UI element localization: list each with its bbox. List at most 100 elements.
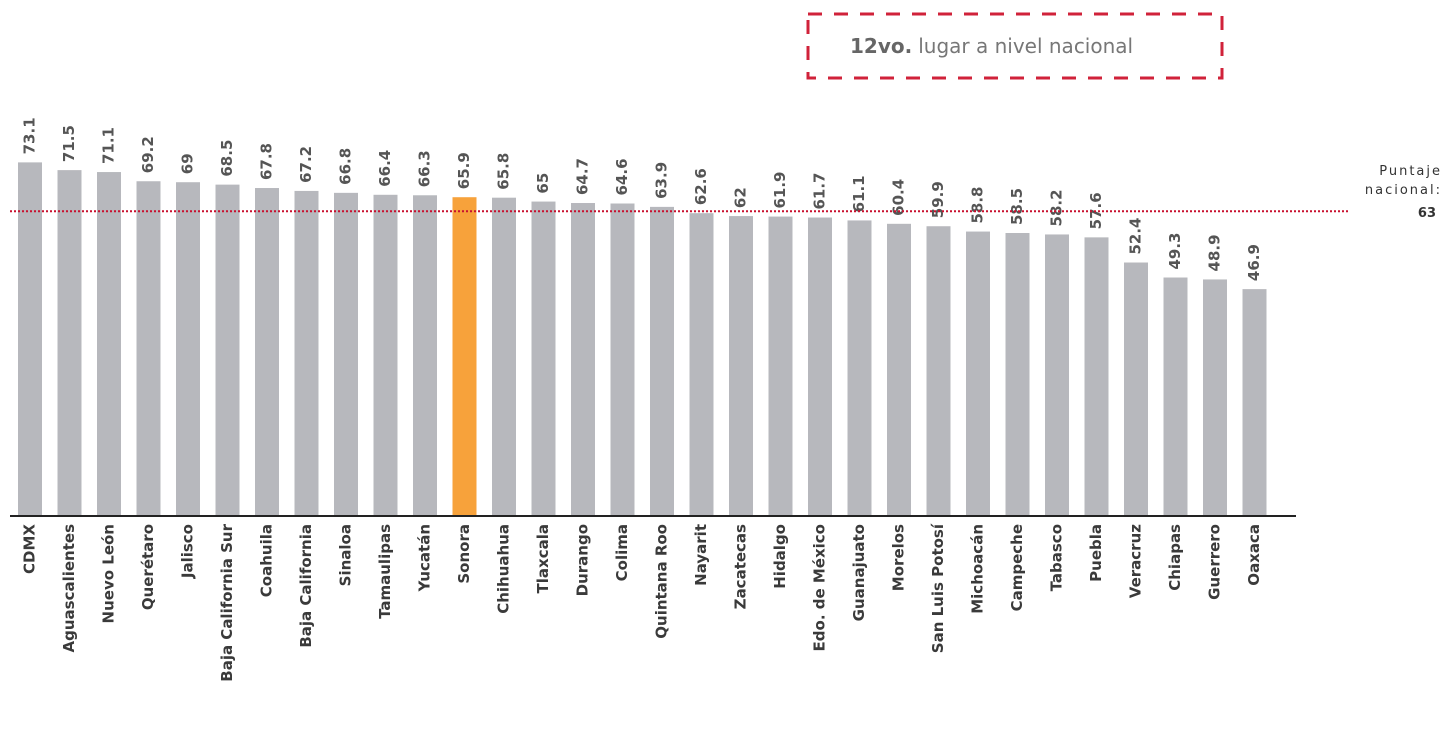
bar bbox=[1084, 237, 1109, 517]
x-tick-label: Morelos bbox=[890, 524, 908, 591]
bar bbox=[215, 184, 240, 516]
bar bbox=[1163, 277, 1188, 516]
x-tick-label: Zacatecas bbox=[732, 524, 750, 609]
x-tick-label: CDMX bbox=[21, 524, 39, 574]
bar bbox=[57, 170, 82, 516]
bar bbox=[729, 216, 753, 516]
bar bbox=[413, 195, 437, 516]
x-tick-label: Tamaulipas bbox=[376, 524, 394, 619]
value-label: 63.9 bbox=[653, 162, 671, 199]
x-tick-label: Puebla bbox=[1087, 524, 1105, 582]
bar bbox=[1005, 233, 1030, 516]
value-label: 69 bbox=[179, 153, 197, 174]
x-tick-label: Chiapas bbox=[1166, 524, 1184, 591]
x-tick-label: Guerrero bbox=[1206, 524, 1224, 600]
value-label: 59.9 bbox=[929, 181, 947, 218]
value-label: 61.7 bbox=[811, 173, 829, 210]
bar bbox=[926, 226, 951, 516]
x-tick-label: Sinaloa bbox=[337, 524, 355, 586]
x-tick-label: Chihuahua bbox=[495, 524, 513, 614]
value-label: 60.4 bbox=[890, 179, 908, 216]
reference-value: 63 bbox=[1417, 206, 1436, 221]
x-tick-label: Tlaxcala bbox=[534, 524, 552, 593]
annotation-bold: 12vo. bbox=[850, 34, 912, 58]
x-tick-label: Hidalgo bbox=[771, 524, 789, 589]
x-tick-label: Jalisco bbox=[179, 524, 197, 579]
bar bbox=[97, 172, 121, 516]
value-label: 66.3 bbox=[416, 150, 434, 187]
x-tick-label: Sonora bbox=[455, 524, 473, 584]
annotation-box bbox=[806, 12, 1224, 80]
value-label: 64.6 bbox=[613, 158, 631, 195]
x-tick-label: Edo. de México bbox=[811, 524, 829, 651]
bar bbox=[1045, 234, 1069, 516]
x-tick-label: Tabasco bbox=[1048, 524, 1066, 591]
value-label: 62.6 bbox=[692, 168, 710, 205]
value-label: 52.4 bbox=[1127, 217, 1145, 254]
x-tick-label: Michoacán bbox=[969, 524, 987, 614]
bar bbox=[136, 181, 161, 516]
x-tick-label: Oaxaca bbox=[1245, 524, 1263, 586]
bar bbox=[373, 194, 398, 517]
bar bbox=[689, 213, 714, 517]
value-label: 71.5 bbox=[60, 125, 78, 162]
bar bbox=[1242, 289, 1267, 516]
value-label: 48.9 bbox=[1206, 234, 1224, 271]
reference-label: Puntaje nacional: bbox=[1364, 164, 1442, 198]
value-label: 61.1 bbox=[850, 175, 868, 212]
bar bbox=[452, 197, 477, 517]
bar bbox=[768, 216, 793, 516]
x-tick-label: Guanajuato bbox=[850, 524, 868, 621]
annotation: 12vo. lugar a nivel nacional bbox=[850, 34, 1133, 58]
x-tick-label: Querétaro bbox=[139, 524, 157, 610]
bar bbox=[334, 192, 358, 517]
bar bbox=[492, 197, 516, 516]
bar bbox=[610, 203, 635, 516]
value-label: 66.8 bbox=[337, 148, 355, 185]
value-label: 65.8 bbox=[495, 153, 513, 190]
x-tick-label: Nuevo León bbox=[100, 524, 118, 623]
value-label: 58.8 bbox=[969, 187, 987, 224]
value-label: 66.4 bbox=[376, 150, 394, 187]
x-tick-label: Nayarit bbox=[692, 524, 710, 586]
bar bbox=[966, 231, 990, 516]
x-tick-label: Baja California bbox=[297, 524, 315, 648]
x-tick-label: Quintana Roo bbox=[653, 524, 671, 639]
value-label: 64.7 bbox=[574, 158, 592, 195]
bar bbox=[176, 182, 200, 516]
value-label: 62 bbox=[732, 187, 750, 208]
bar bbox=[650, 206, 674, 517]
bar bbox=[531, 201, 556, 516]
x-tick-label: San Luis Potosí bbox=[929, 523, 947, 653]
value-label: 69.2 bbox=[139, 136, 157, 173]
x-tick-label: Colima bbox=[613, 524, 631, 581]
bar bbox=[1203, 279, 1227, 516]
x-tick-label: Aguascalientes bbox=[60, 524, 78, 653]
bar bbox=[847, 220, 872, 516]
x-tick-label: Durango bbox=[574, 524, 592, 596]
value-label: 58.5 bbox=[1008, 188, 1026, 225]
bar bbox=[255, 188, 279, 516]
bar bbox=[294, 190, 319, 517]
bar bbox=[18, 162, 42, 516]
bar bbox=[1124, 262, 1148, 516]
value-label: 65.9 bbox=[455, 152, 473, 189]
x-tick-label: Veracruz bbox=[1127, 524, 1145, 598]
value-label: 71.1 bbox=[100, 127, 118, 164]
value-label: 61.9 bbox=[771, 172, 789, 209]
bar bbox=[887, 223, 911, 516]
value-label: 67.8 bbox=[258, 143, 276, 180]
x-tick-label: Baja California Sur bbox=[218, 523, 236, 681]
value-label: 68.5 bbox=[218, 140, 236, 177]
x-tick-label: Coahuila bbox=[258, 524, 276, 597]
x-tick-label: Campeche bbox=[1008, 524, 1026, 611]
value-label: 49.3 bbox=[1166, 232, 1184, 269]
value-label: 58.2 bbox=[1048, 189, 1066, 226]
annotation-text: lugar a nivel nacional bbox=[918, 34, 1133, 58]
value-label: 67.2 bbox=[297, 146, 315, 183]
x-tick-label: Yucatán bbox=[416, 524, 434, 592]
value-label: 46.9 bbox=[1245, 244, 1263, 281]
value-label: 65 bbox=[534, 173, 552, 194]
